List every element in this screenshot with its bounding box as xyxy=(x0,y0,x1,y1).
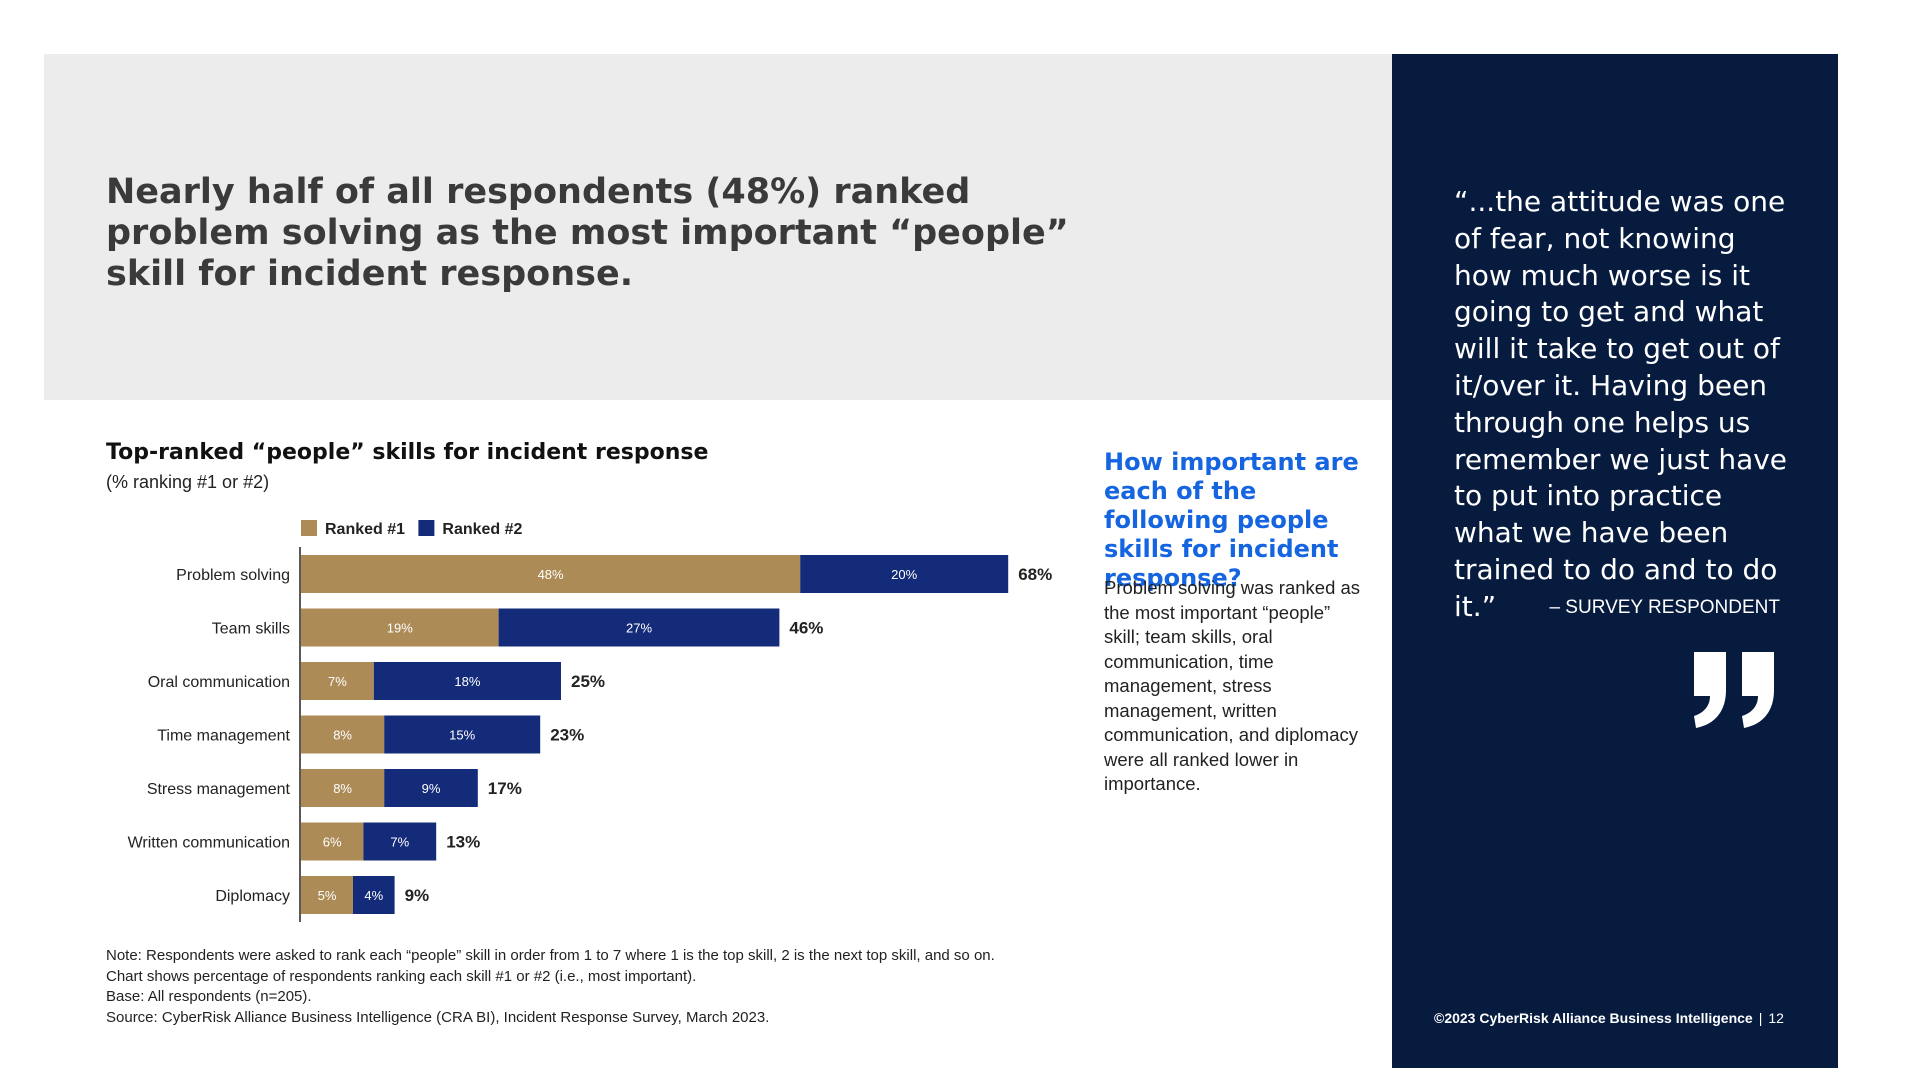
note-line: Base: All respondents (n=205). xyxy=(106,988,312,1005)
category-label: Time management xyxy=(157,728,290,745)
total-label: 17% xyxy=(488,779,522,798)
data-label: 4% xyxy=(364,888,383,903)
page-headline: Nearly half of all respondents (48%) ran… xyxy=(106,172,1069,294)
bar-ranked-1 xyxy=(301,662,374,700)
bar-ranked-1 xyxy=(301,608,499,647)
category-label: Oral communication xyxy=(148,674,290,691)
bar-ranked-2 xyxy=(384,769,478,807)
footer-separator: | xyxy=(1758,1010,1763,1026)
data-label: 20% xyxy=(891,567,917,582)
data-label: 19% xyxy=(387,621,413,636)
bar-ranked-1 xyxy=(301,555,801,593)
bar-ranked-2 xyxy=(498,608,780,647)
data-label: 7% xyxy=(328,674,347,689)
closing-quote-icon xyxy=(1694,652,1774,728)
sidebar-body: Problem solving was ranked as the most i… xyxy=(1104,577,1361,794)
bar-ranked-1 xyxy=(301,876,353,914)
quote-text: “...the attitude was one of fear, not kn… xyxy=(1454,185,1788,623)
data-label: 48% xyxy=(538,567,564,582)
chart-title: Top-ranked “people” skills for incident … xyxy=(106,440,709,465)
header-band xyxy=(44,54,1396,400)
data-label: 5% xyxy=(318,888,337,903)
footer-copyright: ©2023 CyberRisk Alliance Business Intell… xyxy=(1434,1010,1753,1026)
quote-panel: “...the attitude was one of fear, not kn… xyxy=(1392,54,1838,1068)
page-footer: ©2023 CyberRisk Alliance Business Intell… xyxy=(1434,1010,1784,1026)
data-label: 15% xyxy=(449,728,475,743)
data-label: 8% xyxy=(333,728,352,743)
total-label: 25% xyxy=(571,672,605,691)
category-label: Written communication xyxy=(128,835,290,852)
category-label: Team skills xyxy=(212,621,290,638)
sidebar-question: How important are each of the following … xyxy=(1104,448,1359,592)
total-label: 9% xyxy=(405,886,430,905)
legend-label: Ranked #1 xyxy=(325,521,405,538)
data-label: 7% xyxy=(390,835,409,850)
category-label: Diplomacy xyxy=(215,888,290,905)
total-label: 13% xyxy=(446,833,480,852)
legend-swatch xyxy=(301,520,317,536)
legend-label: Ranked #2 xyxy=(442,521,522,538)
category-label: Stress management xyxy=(147,781,291,798)
data-label: 8% xyxy=(333,781,352,796)
data-label: 9% xyxy=(422,781,441,796)
note-line: Chart shows percentage of respondents ra… xyxy=(106,967,697,985)
chart-notes: Note: Respondents were asked to rank eac… xyxy=(106,946,995,1028)
chart-subtitle: (% ranking #1 or #2) xyxy=(106,472,270,492)
bar-ranked-2 xyxy=(353,876,395,914)
quote-attribution: – SURVEY RESPONDENT xyxy=(1549,597,1780,618)
bar-ranked-1 xyxy=(301,715,385,754)
data-label: 6% xyxy=(323,835,342,850)
total-label: 23% xyxy=(550,726,584,745)
bar-ranked-2 xyxy=(384,715,541,754)
data-label: 18% xyxy=(454,674,480,689)
legend-swatch xyxy=(418,520,435,536)
page-number: 12 xyxy=(1768,1010,1784,1026)
note-line: Note: Respondents were asked to rank eac… xyxy=(106,947,995,964)
total-label: 46% xyxy=(789,619,823,638)
note-line: Source: CyberRisk Alliance Business Inte… xyxy=(106,1008,770,1026)
stacked-bar-chart: Ranked #1 Ranked #2 Problem solving 48% 20% 6… xyxy=(128,520,1052,922)
bar-ranked-2 xyxy=(800,555,1009,593)
bar-ranked-2 xyxy=(363,822,437,861)
total-label: 68% xyxy=(1018,565,1052,584)
category-label: Problem solving xyxy=(176,567,290,584)
bar-ranked-1 xyxy=(301,769,385,807)
bar-ranked-1 xyxy=(301,822,364,861)
data-label: 27% xyxy=(626,621,652,636)
bar-ranked-2 xyxy=(373,662,561,700)
